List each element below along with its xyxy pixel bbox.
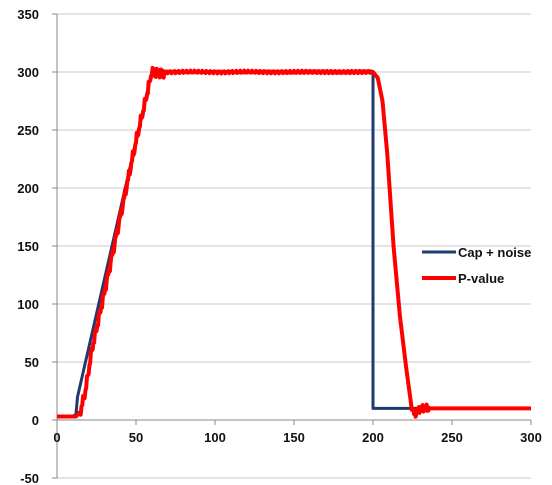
x-tick-label-2: 100 bbox=[204, 430, 226, 445]
x-tick-label-1: 50 bbox=[129, 430, 143, 445]
axes bbox=[52, 13, 532, 479]
legend: Cap + noise P-value bbox=[422, 245, 531, 286]
y-tick-label-6: 250 bbox=[17, 123, 39, 138]
x-tick-label-3: 150 bbox=[283, 430, 305, 445]
y-tick-label-8: 350 bbox=[17, 7, 39, 22]
y-tick-label-3: 100 bbox=[17, 297, 39, 312]
x-tick-label-5: 250 bbox=[441, 430, 463, 445]
x-tick-label-6: 300 bbox=[520, 430, 542, 445]
y-tick-label-2: 50 bbox=[25, 355, 39, 370]
y-tick-label-0: -50 bbox=[20, 471, 39, 485]
tick-labels: -50 0 50 100 150 200 250 300 350 0 50 100 150 200 250 3… bbox=[17, 7, 542, 485]
y-tick-label-5: 200 bbox=[17, 181, 39, 196]
legend-label-0: Cap + noise bbox=[458, 245, 531, 260]
series-lines bbox=[55, 65, 533, 419]
y-tick-label-4: 150 bbox=[17, 239, 39, 254]
x-tick-label-4: 200 bbox=[362, 430, 384, 445]
legend-label-1: P-value bbox=[458, 271, 504, 286]
x-tick-label-0: 0 bbox=[53, 430, 60, 445]
y-tick-label-1: 0 bbox=[32, 413, 39, 428]
series-line-p-value bbox=[55, 65, 533, 419]
y-tick-label-7: 300 bbox=[17, 65, 39, 80]
